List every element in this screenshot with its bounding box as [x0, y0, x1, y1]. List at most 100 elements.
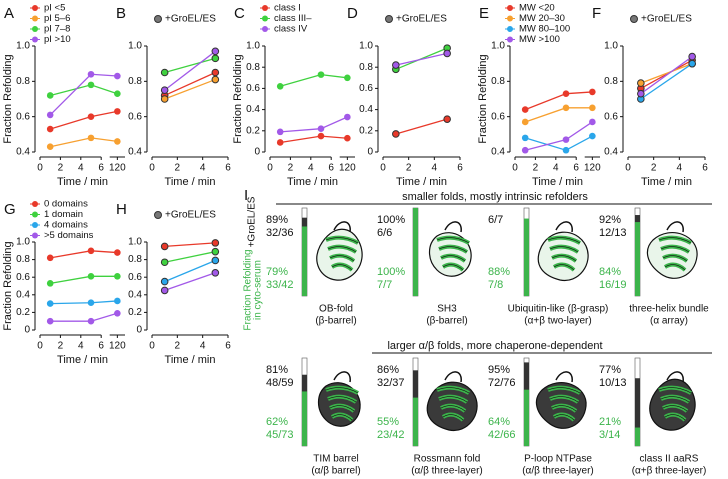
legend-label: 1 domain	[44, 209, 83, 220]
y-tick-label: 0.2	[128, 307, 142, 318]
groel-fraction: 6/6	[377, 227, 392, 239]
structure-loop	[555, 371, 573, 383]
x-tick-label: 2	[58, 163, 64, 174]
x-tick-label: 0	[37, 163, 43, 174]
legend-marker	[507, 15, 513, 22]
structure-edge	[553, 264, 575, 271]
data-point	[87, 317, 95, 325]
data-point	[160, 286, 169, 295]
series-line	[50, 84, 118, 97]
structure-edge	[331, 264, 353, 271]
data-point	[160, 68, 169, 77]
legend-label: +GroEL/ES	[165, 14, 216, 25]
legend-marker	[32, 222, 38, 228]
series-line	[640, 63, 693, 100]
series-line	[50, 312, 118, 322]
legend-label: pI <5	[44, 3, 65, 14]
x-tick-label: 0	[37, 341, 43, 352]
legend-label: MW 80–100	[519, 24, 570, 35]
legend-marker	[32, 26, 38, 32]
y-tick-label: 1.0	[491, 41, 505, 52]
cyto-bar	[524, 218, 529, 296]
data-point	[562, 146, 570, 154]
x-tick-label: 4	[200, 341, 206, 352]
structure-sketch	[317, 371, 361, 427]
y-tick-label: 1.0	[604, 41, 618, 52]
legend-label: 4 domains	[44, 220, 88, 231]
legend-marker	[507, 5, 513, 11]
data-point	[211, 75, 220, 84]
cyto-fraction: 33/42	[266, 279, 294, 291]
structure-edge	[662, 255, 688, 262]
fold-class: (α/β three-layer)	[522, 466, 594, 477]
structure-edge	[660, 396, 690, 403]
cyto-fraction: 23/42	[377, 429, 405, 441]
data-point	[114, 273, 121, 280]
data-point	[160, 277, 169, 286]
x-axis-title: Time / min	[165, 176, 216, 188]
x-axis-title: Time / min	[641, 176, 692, 188]
data-point	[637, 79, 645, 87]
groel-fraction: 12/13	[599, 227, 627, 239]
data-point	[87, 113, 95, 120]
y-tick-label: 0.8	[16, 254, 30, 265]
cyto-label: Fraction Refolding	[243, 249, 254, 330]
data-point	[637, 89, 645, 98]
series-line	[164, 251, 216, 263]
data-point	[392, 61, 400, 69]
structure-sketch	[646, 221, 698, 279]
fold-class: (α+β three-layer)	[632, 466, 707, 477]
x-tick-label: 4	[78, 341, 84, 352]
data-point	[87, 273, 95, 280]
data-point	[46, 317, 54, 325]
legend-marker	[32, 211, 38, 218]
data-point	[46, 254, 54, 262]
y-tick-label: 0.8	[246, 62, 260, 73]
data-point	[276, 139, 284, 146]
y-tick-label: 0.6	[491, 111, 505, 122]
panel-letter: E	[479, 5, 489, 22]
x-axis-title: Time / min	[287, 176, 338, 188]
series-line	[280, 73, 348, 87]
data-point	[317, 71, 325, 78]
data-point	[344, 134, 351, 142]
legend-label: MW >100	[519, 34, 560, 45]
fold-class: (β-barrel)	[426, 316, 467, 327]
group-header: larger α/β folds, more chaperone-depende…	[387, 340, 602, 352]
structure-sketch	[428, 221, 472, 277]
x-tick-label: 6	[573, 163, 579, 174]
cyto-percent: 79%	[266, 266, 288, 278]
data-point	[211, 247, 220, 256]
legend-marker	[262, 26, 268, 32]
legend-marker	[630, 15, 638, 23]
y-tick-label: 0	[24, 325, 30, 336]
series-line	[164, 50, 216, 91]
cyto-bar	[413, 208, 418, 296]
groel-percent: 86%	[377, 364, 399, 376]
x-tick-label: 0	[512, 163, 518, 174]
data-point	[317, 125, 325, 132]
y-axis-title: Fraction Refolding	[232, 54, 244, 143]
x-tick-label: 2	[406, 163, 412, 174]
cyto-fraction: 45/73	[266, 429, 294, 441]
structure-edge	[551, 255, 577, 262]
data-point	[562, 90, 570, 97]
data-point	[562, 136, 570, 143]
structure-sketch	[316, 221, 363, 281]
x-tick-label: 4	[677, 163, 683, 174]
cyto-percent: 55%	[377, 416, 399, 428]
fold-name: three-helix bundle	[629, 304, 709, 315]
legend-marker	[262, 15, 268, 22]
fold-name: Rossmann fold	[414, 454, 481, 465]
groel-fraction: 32/36	[266, 227, 294, 239]
structure-edge	[658, 387, 692, 394]
cyto-bar	[524, 389, 529, 446]
panel-letter: G	[4, 201, 16, 218]
x-tick-label: 4	[553, 163, 559, 174]
structure-edge	[549, 246, 579, 253]
groel-percent: 92%	[599, 214, 621, 226]
data-point	[114, 309, 121, 317]
structure-loop	[444, 221, 462, 233]
data-point	[589, 104, 596, 112]
structure-edge	[325, 237, 359, 244]
